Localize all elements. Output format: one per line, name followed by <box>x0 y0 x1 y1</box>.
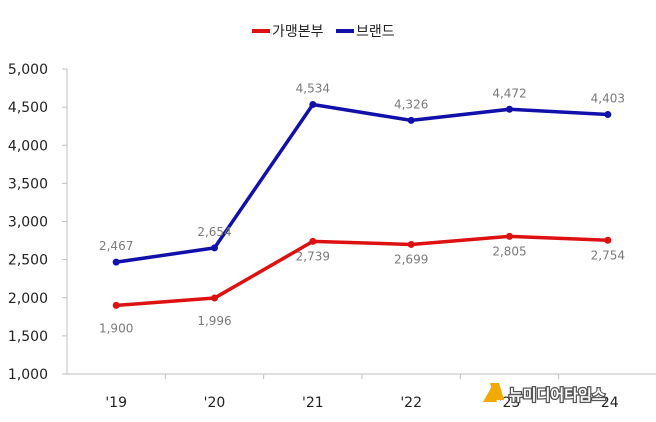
data-label-brand: 4,472 <box>492 86 526 100</box>
series-lines <box>112 101 612 309</box>
x-tick-label: '19 <box>105 395 127 411</box>
x-tick-label: '20 <box>204 395 226 411</box>
data-label-franchisor: 1,900 <box>99 321 133 335</box>
data-labels: 1,900 1,996 2,739 2,699 2,805 2,754 2,467 2,654… <box>99 82 625 336</box>
data-label-brand: 2,467 <box>99 239 133 253</box>
y-tick-label: 2,000 <box>8 291 48 307</box>
data-point-franchisor <box>506 232 513 240</box>
y-tick-label: 4,500 <box>8 100 48 116</box>
data-point-franchisor <box>112 301 120 309</box>
data-label-franchisor: 1,996 <box>197 314 231 328</box>
data-label-brand: 4,534 <box>296 82 330 96</box>
data-point-franchisor <box>604 236 612 244</box>
x-tick-label: '23 <box>499 395 521 411</box>
data-point-franchisor <box>407 240 415 248</box>
y-axis-ticks: 1,000 1,500 2,000 2,500 3,000 3,500 4,000 4,500… <box>8 62 67 383</box>
y-tick-label: 1,000 <box>8 367 48 383</box>
watermark: 뉴미디어타임스 <box>483 383 607 405</box>
data-label-franchisor: 2,805 <box>492 244 526 258</box>
data-point-brand <box>407 116 415 124</box>
data-point-brand <box>309 101 317 109</box>
watermark-text: 뉴미디어타임스 <box>509 386 606 404</box>
x-tick-label: '22 <box>400 395 422 411</box>
data-label-franchisor: 2,754 <box>591 248 625 262</box>
axes <box>66 69 656 375</box>
x-axis-ticks: '19 '20 '21 '22 '23 '24 <box>105 374 619 411</box>
series-line-brand <box>115 102 608 264</box>
y-tick-label: 4,000 <box>8 138 48 154</box>
data-point-franchisor <box>211 294 218 302</box>
y-tick-label: 5,000 <box>8 62 48 78</box>
y-tick-label: 3,000 <box>8 215 48 231</box>
x-tick-label: '24 <box>597 395 619 411</box>
legend-label-franchisor: 가맹본부 <box>272 24 324 40</box>
y-tick-label: 3,500 <box>8 176 48 192</box>
data-point-brand <box>506 105 513 113</box>
data-label-franchisor: 2,699 <box>394 252 428 266</box>
legend-label-brand: 브랜드 <box>356 24 395 40</box>
series-line-franchisor <box>116 234 608 308</box>
data-label-brand: 4,403 <box>591 92 625 106</box>
logo-icon <box>483 383 504 402</box>
data-point-brand <box>211 244 218 252</box>
data-point-franchisor <box>309 237 317 245</box>
data-point-brand <box>604 111 612 119</box>
x-tick-label: '21 <box>302 395 324 411</box>
y-tick-label: 2,500 <box>8 253 48 269</box>
data-point-brand <box>112 258 120 266</box>
data-label-brand: 4,326 <box>394 97 428 111</box>
legend: 가맹본부 브랜드 <box>252 24 395 40</box>
data-label-brand: 2,654 <box>197 225 231 239</box>
y-tick-label: 1,500 <box>8 329 48 345</box>
data-label-franchisor: 2,739 <box>296 249 330 263</box>
